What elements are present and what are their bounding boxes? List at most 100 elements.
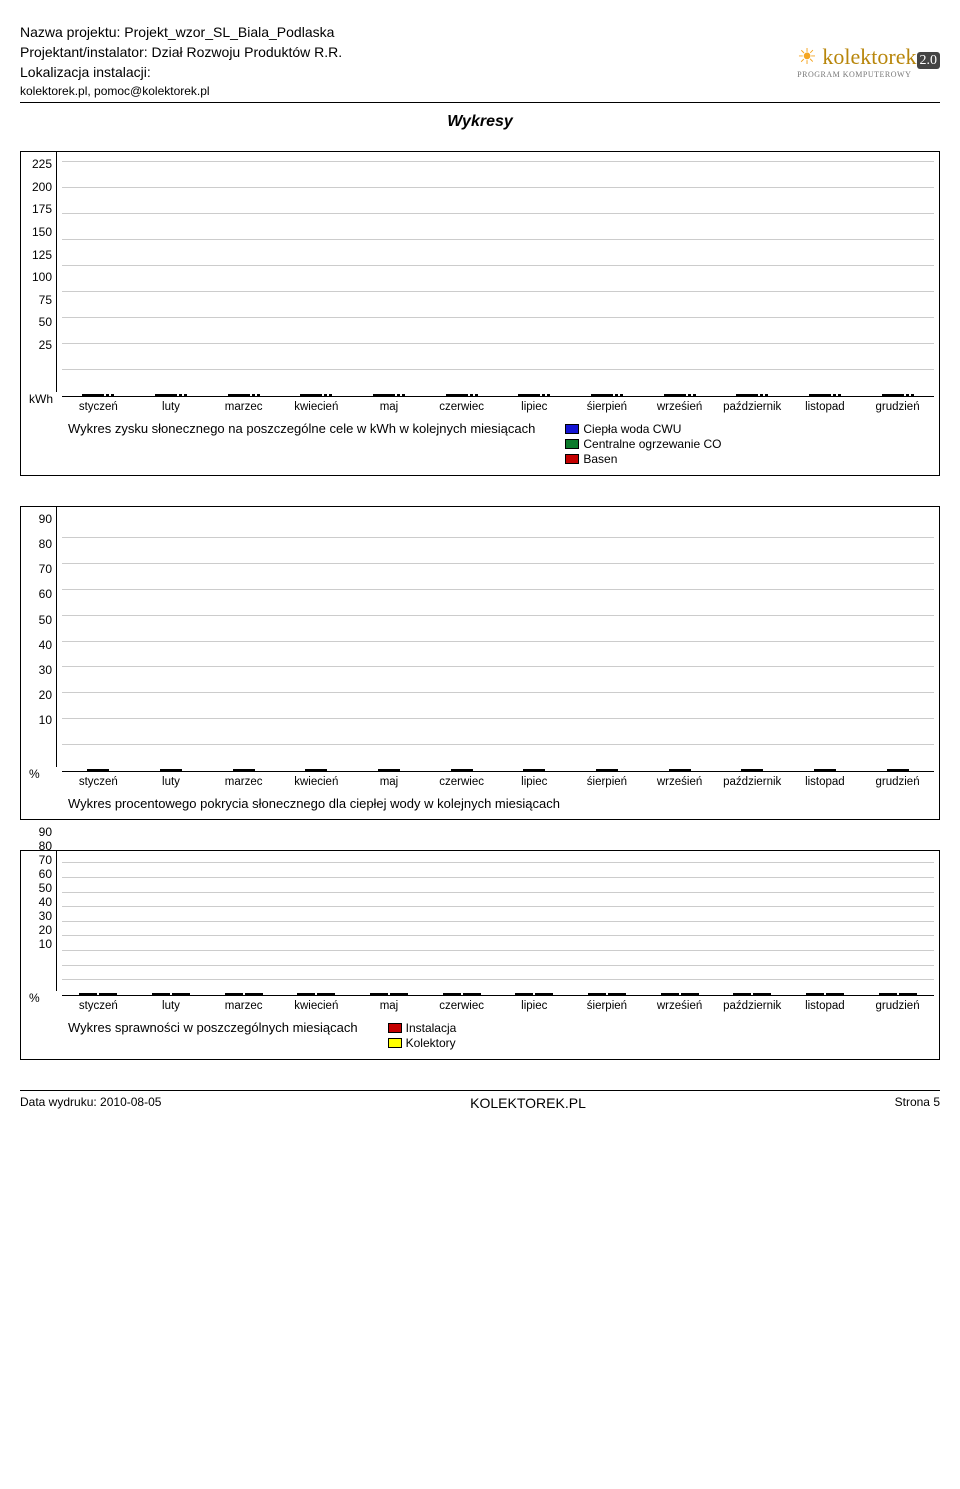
ytick-label: 10	[29, 713, 52, 727]
location-label: Lokalizacja instalacji:	[20, 64, 151, 80]
contact-line: kolektorek.pl, pomoc@kolektorek.pl	[20, 84, 940, 98]
bar	[887, 769, 909, 771]
bar	[765, 394, 768, 396]
bar	[373, 394, 395, 396]
chart-efficiency-caption: Wykres sprawności w poszczególnych miesi…	[68, 1020, 358, 1035]
bar	[806, 993, 824, 995]
chart-coverage-plot	[62, 512, 934, 772]
ytick-label: 175	[29, 202, 52, 216]
bar	[681, 993, 699, 995]
bar	[106, 394, 109, 396]
project-line: Nazwa projektu: Projekt_wzor_SL_Biala_Po…	[20, 24, 940, 40]
bar	[882, 394, 904, 396]
month-label: październik	[722, 401, 783, 413]
month-label: luty	[140, 401, 201, 413]
chart-coverage-xlabels: styczeńlutymarzeckwiecieńmajczerwieclipi…	[62, 772, 934, 792]
ytick-label: 100	[29, 270, 52, 284]
bar	[523, 769, 545, 771]
month-label: listopad	[794, 401, 855, 413]
footer-center: KOLEKTOREK.PL	[161, 1095, 894, 1111]
bar	[733, 993, 751, 995]
bar	[615, 394, 618, 396]
bar	[233, 769, 255, 771]
month-label: maj	[358, 776, 419, 788]
chart-coverage-caption: Wykres procentowego pokrycia słonecznego…	[68, 796, 560, 811]
footer-page: Strona 5	[895, 1095, 940, 1111]
legend-item: Instalacja	[388, 1021, 457, 1035]
legend-swatch	[388, 1038, 402, 1048]
month-label: czerwiec	[431, 401, 492, 413]
ytick-label: 80	[29, 537, 52, 551]
ytick-label: 60	[29, 867, 52, 881]
legend-item: Ciepła woda CWU	[565, 422, 721, 436]
month-label: grudzień	[867, 401, 928, 413]
ytick-label: 150	[29, 225, 52, 239]
bar	[172, 993, 190, 995]
ytick-label: 20	[29, 923, 52, 937]
bar	[688, 394, 691, 396]
bar	[317, 993, 335, 995]
bar	[470, 394, 473, 396]
chart-efficiency-unit: %	[21, 991, 57, 1011]
chart-kwh-caption-row: Wykres zysku słonecznego na poszczególne…	[62, 417, 934, 475]
bar	[838, 394, 841, 396]
bar	[542, 394, 545, 396]
ytick-label: 50	[29, 881, 52, 895]
ytick-label: 200	[29, 180, 52, 194]
chart-efficiency-legend: InstalacjaKolektory	[388, 1020, 457, 1051]
chart-kwh-yaxis: 255075100125150175200225	[21, 152, 57, 392]
legend-swatch	[565, 439, 579, 449]
bar	[370, 993, 388, 995]
chart-efficiency-yaxis: 102030405060708090	[21, 851, 57, 991]
month-label: lipiec	[504, 1000, 565, 1012]
month-label: marzec	[213, 401, 274, 413]
month-label: luty	[140, 1000, 201, 1012]
bar	[620, 394, 623, 396]
chart-efficiency-xlabels: styczeńlutymarzeckwiecieńmajczerwieclipi…	[62, 996, 934, 1016]
month-label: lipiec	[504, 776, 565, 788]
legend-item: Basen	[565, 452, 721, 466]
bar	[443, 993, 461, 995]
month-label: wrześień	[649, 776, 710, 788]
legend-item: Kolektory	[388, 1036, 457, 1050]
month-label: marzec	[213, 776, 274, 788]
bar	[329, 394, 332, 396]
bar	[809, 394, 831, 396]
ytick-label: 10	[29, 937, 52, 951]
bar	[252, 394, 255, 396]
ytick-label: 80	[29, 839, 52, 853]
bar	[664, 394, 686, 396]
bar	[693, 394, 696, 396]
chart-percent-coverage: 102030405060708090 % styczeńlutymarzeckw…	[20, 506, 940, 820]
month-label: śierpień	[576, 401, 637, 413]
legend-swatch	[388, 1023, 402, 1033]
ytick-label: 20	[29, 688, 52, 702]
chart-coverage-unit: %	[21, 767, 57, 787]
month-label: październik	[722, 776, 783, 788]
month-label: śierpień	[576, 776, 637, 788]
bar	[82, 394, 104, 396]
bar	[152, 993, 170, 995]
bar	[911, 394, 914, 396]
month-label: śierpień	[576, 1000, 637, 1012]
bar	[814, 769, 836, 771]
ytick-label: 225	[29, 157, 52, 171]
bar	[753, 993, 771, 995]
bar	[591, 394, 613, 396]
month-label: marzec	[213, 1000, 274, 1012]
designer-label: Projektant/instalator:	[20, 44, 148, 60]
bar	[833, 394, 836, 396]
section-title: Wykresy	[20, 113, 940, 131]
ytick-label: 75	[29, 293, 52, 307]
ytick-label: 25	[29, 338, 52, 352]
bar	[155, 394, 177, 396]
bar	[906, 394, 909, 396]
chart-kwh-xlabels: styczeńlutymarzeckwiecieńmajczerwieclipi…	[62, 397, 934, 417]
chart-kwh-unit: kWh	[21, 392, 57, 412]
chart-efficiency-plot	[62, 856, 934, 996]
project-value: Projekt_wzor_SL_Biala_Podlaska	[124, 24, 334, 40]
bar	[378, 769, 400, 771]
ytick-label: 40	[29, 638, 52, 652]
bar	[475, 394, 478, 396]
month-label: grudzień	[867, 776, 928, 788]
